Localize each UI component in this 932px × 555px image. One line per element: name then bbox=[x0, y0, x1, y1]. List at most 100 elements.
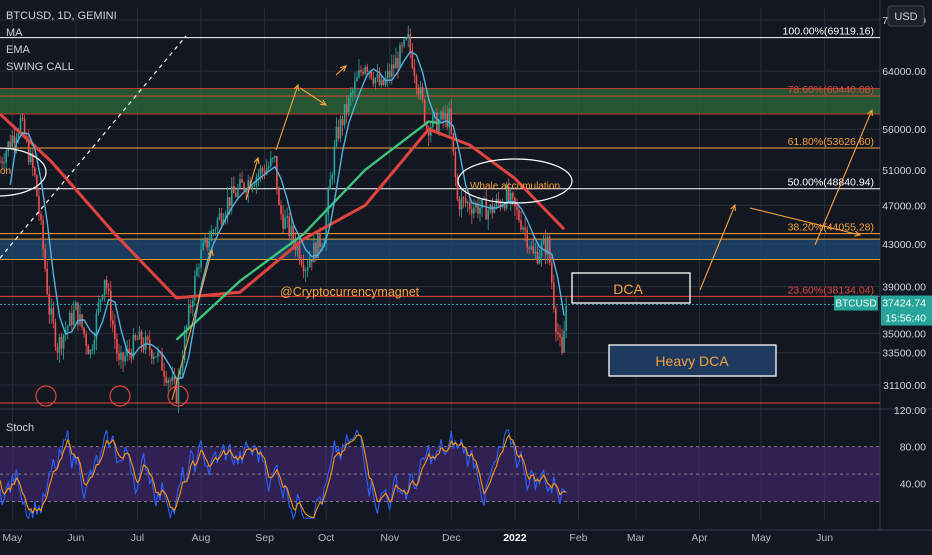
candle-body bbox=[491, 204, 494, 213]
candle-body bbox=[68, 312, 71, 327]
candle-body bbox=[319, 233, 321, 247]
price-zones bbox=[0, 87, 880, 261]
candle-body bbox=[485, 198, 487, 220]
candle-body bbox=[77, 302, 79, 325]
candle-body bbox=[378, 74, 381, 85]
candle-body bbox=[499, 202, 502, 208]
candle-body bbox=[325, 214, 327, 244]
arrow bbox=[275, 84, 299, 151]
candle-body bbox=[91, 349, 94, 351]
candle-body bbox=[473, 207, 475, 214]
price-axis[interactable]: 72000.0064000.0056000.0051000.0047000.00… bbox=[882, 15, 926, 392]
candle-body bbox=[181, 360, 184, 371]
candle-body bbox=[397, 58, 399, 68]
candle-body bbox=[405, 38, 407, 40]
candle-body bbox=[251, 186, 254, 189]
candle-body bbox=[9, 141, 12, 147]
candle-body bbox=[97, 302, 100, 313]
arrow bbox=[699, 204, 736, 291]
candle-body bbox=[132, 335, 135, 359]
candle-body bbox=[75, 302, 77, 310]
candle-body bbox=[23, 118, 26, 137]
candle-body bbox=[40, 213, 42, 221]
candle-body bbox=[122, 352, 124, 362]
candle-body bbox=[198, 267, 200, 269]
candle-body bbox=[479, 207, 481, 214]
candle-body bbox=[481, 198, 483, 208]
stoch-d-line bbox=[0, 434, 567, 519]
candle-body bbox=[50, 308, 53, 315]
time-axis[interactable]: May Jun Jul Aug Sep Oct Nov Dec 2022 Feb Mar Apr May… bbox=[2, 532, 833, 544]
candle-body bbox=[335, 126, 338, 147]
candle-body bbox=[112, 320, 114, 325]
candle-body bbox=[364, 66, 366, 74]
candle-body bbox=[530, 246, 533, 249]
candle-body bbox=[300, 260, 303, 265]
whale-label: Whale accumulation bbox=[470, 181, 560, 192]
candle-body bbox=[528, 247, 531, 249]
candle-body bbox=[284, 217, 286, 229]
candle-body bbox=[253, 185, 256, 187]
candle-body bbox=[189, 305, 192, 308]
candle-body bbox=[54, 322, 57, 348]
candle-body bbox=[366, 66, 368, 72]
candle-body bbox=[0, 161, 1, 163]
candle-body bbox=[298, 245, 301, 261]
candle-body bbox=[534, 251, 537, 254]
candle-body bbox=[395, 58, 397, 69]
candle-body bbox=[239, 179, 241, 188]
candle-body bbox=[173, 376, 176, 380]
candle-body bbox=[19, 117, 22, 133]
candle-body bbox=[548, 237, 551, 264]
moving-averages bbox=[0, 50, 566, 380]
candle-body bbox=[315, 242, 317, 259]
candle-body bbox=[267, 166, 270, 169]
time-tick-label: Mar bbox=[627, 532, 646, 544]
candle-body bbox=[194, 275, 196, 301]
candle-body bbox=[460, 197, 463, 210]
candle-body bbox=[120, 352, 122, 360]
arrow bbox=[299, 87, 327, 106]
indicator-ma[interactable]: MA bbox=[6, 27, 23, 39]
candle-body bbox=[60, 336, 63, 349]
candle-body bbox=[347, 97, 350, 113]
candle-body bbox=[372, 78, 375, 84]
candle-body bbox=[128, 348, 131, 353]
candle-body bbox=[464, 198, 467, 204]
time-tick-label: Jun bbox=[816, 532, 833, 544]
candle-body bbox=[192, 300, 194, 308]
time-tick-label: Jun bbox=[67, 532, 84, 544]
candle-body bbox=[265, 168, 268, 175]
candle-body bbox=[442, 111, 444, 120]
zone-support bbox=[0, 239, 880, 260]
arrow bbox=[335, 65, 347, 76]
price-tag-countdown: 15:56:40 bbox=[885, 313, 926, 325]
bottom-circle bbox=[35, 385, 57, 407]
candle-body bbox=[196, 267, 198, 276]
candle-body bbox=[454, 151, 457, 177]
candle-body bbox=[544, 239, 547, 255]
candle-body bbox=[565, 305, 567, 331]
candle-body bbox=[313, 242, 315, 263]
candle-body bbox=[130, 352, 133, 359]
indicator-ema[interactable]: EMA bbox=[6, 44, 31, 56]
candle-body bbox=[362, 71, 364, 74]
candle-body bbox=[263, 171, 266, 175]
candle-body bbox=[58, 336, 61, 353]
candle-body bbox=[317, 233, 319, 259]
candle-body bbox=[415, 75, 418, 88]
candle-body bbox=[462, 197, 465, 199]
currency-button[interactable] bbox=[887, 5, 925, 27]
candle-body bbox=[507, 186, 510, 201]
candle-body bbox=[171, 376, 174, 382]
candle-body bbox=[561, 336, 563, 353]
candle-body bbox=[103, 279, 106, 295]
symbol-title: BTCUSD, 1D, GEMINI bbox=[6, 10, 117, 22]
indicator-swing-call[interactable]: SWING CALL bbox=[6, 61, 74, 73]
candle-body bbox=[146, 336, 149, 340]
candle-body bbox=[105, 279, 108, 289]
candle-body bbox=[7, 141, 10, 152]
price-tag bbox=[881, 295, 932, 326]
